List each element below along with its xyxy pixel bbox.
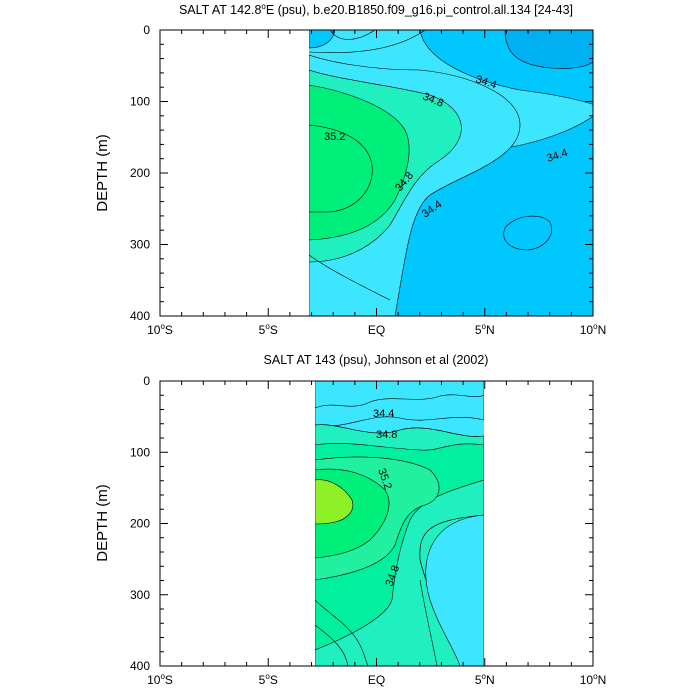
top-contour-field: [309, 30, 593, 316]
top-contour-35-2: [309, 124, 373, 213]
x-tick-label: 10oS: [147, 672, 173, 687]
bottom-contour-deep: [315, 599, 369, 666]
x-tick-label: 5oN: [475, 322, 495, 337]
bottom-region-35-4: [315, 479, 354, 525]
top-axis-ticks: 10oS 5oS EQ 5oN 10oN 0 100 200 300 400: [130, 23, 606, 337]
x-tick-label: 10oS: [147, 322, 173, 337]
y-tick-label: 300: [130, 588, 150, 602]
top-y-axis-label: DEPTH (m): [94, 134, 111, 212]
x-tick-label: EQ: [368, 673, 385, 687]
bottom-contour-deep-2: [315, 624, 349, 666]
y-tick-label: 400: [130, 309, 150, 323]
bottom-panel: SALT AT 143 (psu), Johnson et al (2002) …: [94, 353, 606, 687]
bottom-contour-field: [315, 381, 484, 666]
bottom-y-axis-label: DEPTH (m): [94, 484, 111, 562]
y-tick-label: 200: [130, 517, 150, 531]
y-tick-label: 100: [130, 445, 150, 459]
top-contour-34-6-se: [309, 254, 391, 301]
top-region-35-0: [309, 84, 410, 241]
bottom-region-34-4: [315, 381, 484, 427]
x-tick-label: 5oN: [475, 672, 495, 687]
top-panel: SALT AT 142.8oE (psu), b.e20.B1850.f09_g…: [94, 2, 606, 337]
bottom-contour-label: 34.4: [373, 408, 394, 420]
x-tick-label: 5oS: [259, 672, 278, 687]
x-tick-label: 10oN: [580, 322, 606, 337]
y-tick-label: 300: [130, 238, 150, 252]
x-tick-label: EQ: [368, 323, 385, 337]
top-contour-upper-band: [309, 30, 426, 53]
bottom-contour-34-4: [315, 394, 484, 409]
top-region-ne-lowest: [504, 30, 593, 69]
y-tick-label: 400: [130, 659, 150, 673]
bottom-axis-ticks: 10oS 5oS EQ 5oN 10oN 0 100 200 300 400: [130, 374, 606, 687]
y-tick-label: 0: [143, 23, 150, 37]
top-contour-label: 35.2: [324, 131, 345, 143]
bottom-title: SALT AT 143 (psu), Johnson et al (2002): [264, 353, 489, 367]
bottom-contour-label: 34.8: [376, 429, 397, 441]
y-tick-label: 100: [130, 95, 150, 109]
bottom-region-34-6-right: [425, 514, 484, 666]
y-tick-label: 0: [143, 374, 150, 388]
x-tick-label: 10oN: [580, 672, 606, 687]
y-tick-label: 200: [130, 166, 150, 180]
top-title: SALT AT 142.8oE (psu), b.e20.B1850.f09_g…: [179, 2, 573, 17]
top-region-se-pocket: [503, 215, 552, 251]
x-tick-label: 5oS: [259, 322, 278, 337]
bottom-contour-deep-3: [419, 579, 438, 666]
